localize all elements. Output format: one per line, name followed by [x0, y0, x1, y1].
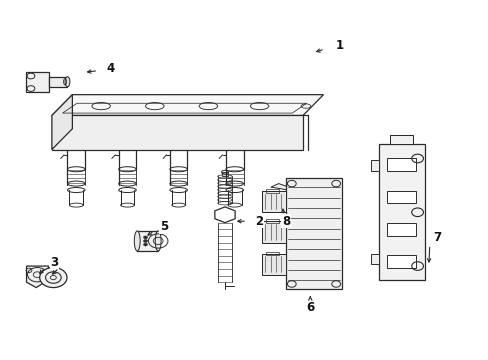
Polygon shape — [52, 95, 72, 149]
Polygon shape — [26, 266, 48, 288]
Bar — [261, 253, 285, 275]
Polygon shape — [270, 184, 300, 207]
Bar — [266, 220, 278, 223]
Bar — [266, 252, 278, 255]
Text: 1: 1 — [335, 39, 343, 52]
Polygon shape — [26, 72, 49, 92]
Bar — [378, 144, 424, 280]
Polygon shape — [137, 231, 158, 251]
Bar — [389, 135, 412, 144]
Bar — [221, 172, 228, 176]
Text: 3: 3 — [50, 256, 58, 269]
Bar — [386, 158, 415, 171]
Polygon shape — [52, 116, 303, 149]
Bar — [370, 253, 378, 264]
Bar — [261, 191, 285, 212]
Bar — [370, 160, 378, 171]
Polygon shape — [49, 77, 67, 87]
Circle shape — [143, 243, 147, 246]
Bar — [261, 221, 285, 243]
Bar — [285, 178, 341, 289]
Polygon shape — [52, 95, 323, 116]
Text: 5: 5 — [160, 220, 168, 233]
Bar — [266, 189, 278, 193]
Bar — [386, 191, 415, 203]
Text: 7: 7 — [432, 231, 440, 244]
Text: 4: 4 — [106, 62, 114, 75]
Bar — [386, 223, 415, 235]
Text: 2: 2 — [255, 215, 263, 228]
Ellipse shape — [134, 231, 140, 251]
Bar — [386, 255, 415, 268]
Circle shape — [143, 236, 147, 239]
Circle shape — [143, 239, 147, 242]
Text: 8: 8 — [281, 215, 289, 228]
Circle shape — [40, 267, 67, 288]
Text: 6: 6 — [305, 301, 314, 314]
Ellipse shape — [65, 77, 70, 87]
Ellipse shape — [155, 231, 161, 251]
